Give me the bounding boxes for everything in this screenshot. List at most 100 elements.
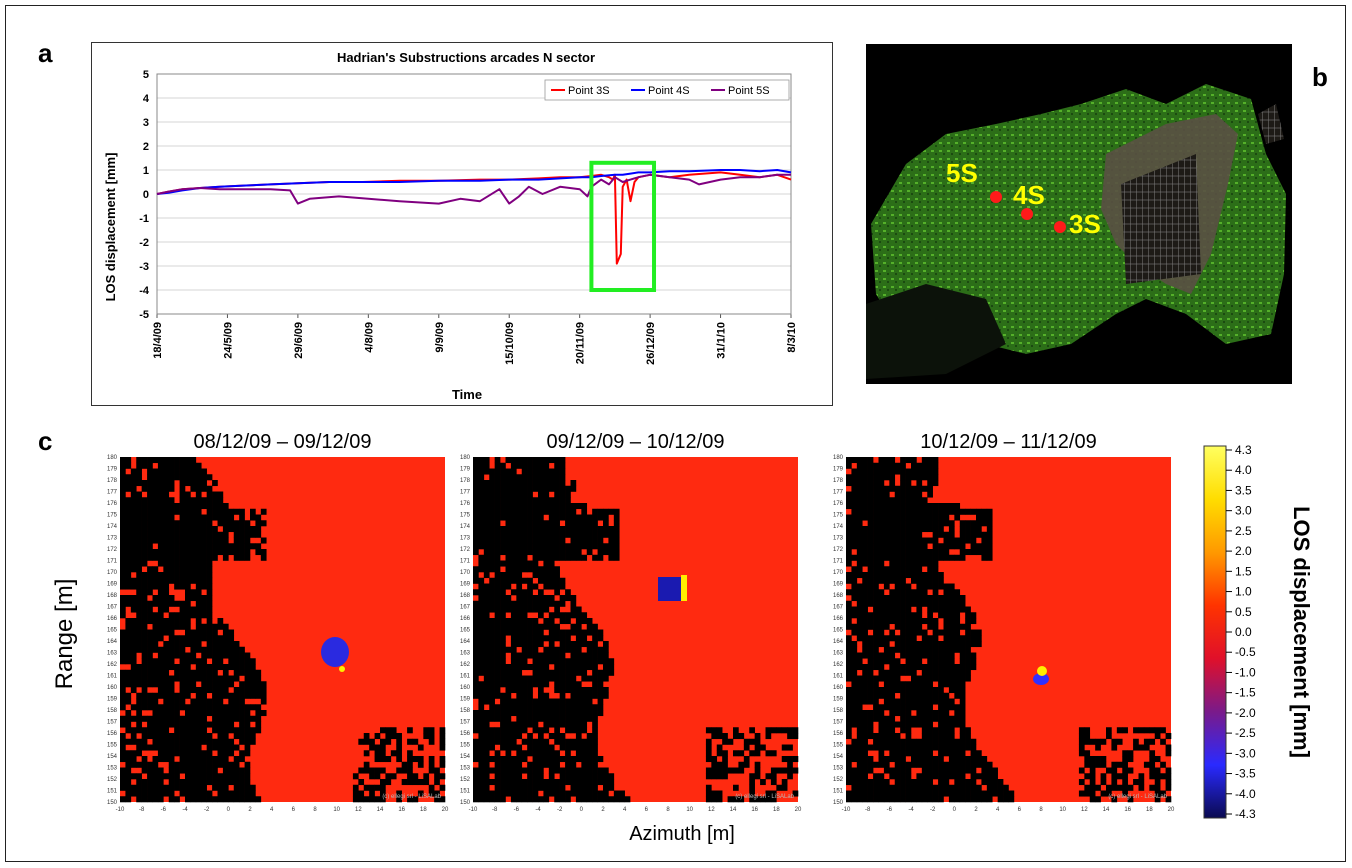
nodata-cell <box>965 652 971 659</box>
nodata-cell <box>878 589 885 596</box>
nodata-cell <box>851 531 858 538</box>
nodata-cell <box>510 480 517 487</box>
nodata-cell <box>174 692 180 699</box>
nodata-cell <box>500 485 506 492</box>
nodata-cell <box>141 756 148 763</box>
nodata-cell <box>516 681 523 688</box>
nodata-cell <box>543 704 550 711</box>
nodata-cell <box>527 652 533 659</box>
nodata-cell <box>873 779 879 786</box>
heatmap-panel: Range [m] Azimuth [m] 08/12/09 – 09/12/0… <box>51 431 1314 845</box>
nodata-cell <box>586 698 593 705</box>
nodata-cell <box>494 675 501 682</box>
nodata-cell <box>500 692 506 699</box>
nodata-cell <box>255 715 262 722</box>
nodata-cell <box>959 641 966 648</box>
nodata-cell <box>856 790 863 797</box>
nodata-cell <box>873 485 879 492</box>
nodata-cell <box>417 744 424 751</box>
nodata-cell <box>157 779 164 786</box>
nodata-cell <box>976 756 982 763</box>
nodata-cell <box>516 600 523 607</box>
nodata-cell <box>894 658 901 665</box>
nodata-cell <box>120 692 126 699</box>
nodata-cell <box>494 462 501 469</box>
nodata-cell <box>483 485 490 492</box>
nodata-cell <box>510 721 517 728</box>
nodata-cell <box>510 669 517 676</box>
nodata-cell <box>1127 767 1134 774</box>
nodata-cell <box>168 692 175 699</box>
nodata-cell <box>473 773 479 780</box>
nodata-cell <box>147 537 153 544</box>
nodata-cell <box>505 710 512 717</box>
nodata-cell <box>943 623 950 630</box>
nodata-cell <box>1149 784 1156 791</box>
nodata-cell <box>152 675 159 682</box>
nodata-cell <box>787 761 793 768</box>
nodata-cell <box>543 560 550 567</box>
nodata-cell <box>163 658 170 665</box>
nodata-cell <box>494 572 501 579</box>
nodata-cell <box>554 704 560 711</box>
nodata-cell <box>163 543 170 550</box>
nodata-cell <box>873 635 879 642</box>
nodata-cell <box>538 572 544 579</box>
nodata-cell <box>889 589 896 596</box>
nodata-cell <box>130 554 137 561</box>
nodata-cell <box>894 468 901 475</box>
nodata-cell <box>489 623 495 630</box>
nodata-cell <box>174 664 180 671</box>
nodata-cell <box>954 715 961 722</box>
range-tick-label: 150 <box>107 800 118 806</box>
nodata-cell <box>439 796 446 803</box>
nodata-cell <box>190 756 197 763</box>
nodata-cell <box>938 606 944 613</box>
range-tick-label: 161 <box>460 674 471 680</box>
nodata-cell <box>883 652 890 659</box>
nodata-cell <box>500 664 506 671</box>
nodata-cell <box>787 727 793 734</box>
nodata-cell <box>190 790 197 797</box>
nodata-cell <box>190 474 197 481</box>
nodata-cell <box>478 583 485 590</box>
nodata-cell <box>916 675 923 682</box>
nodata-cell <box>570 514 577 521</box>
nodata-cell <box>927 623 933 630</box>
range-tick-label: 169 <box>833 582 844 588</box>
nodata-cell <box>921 646 928 653</box>
nodata-cell <box>538 589 544 596</box>
nodata-cell <box>986 761 993 768</box>
nodata-cell <box>1084 790 1091 797</box>
nodata-cell <box>878 675 885 682</box>
nodata-cell <box>206 646 213 653</box>
nodata-cell <box>873 698 879 705</box>
point-marker <box>1054 221 1066 233</box>
nodata-cell <box>532 669 539 676</box>
nodata-cell <box>510 462 517 469</box>
nodata-cell <box>554 612 560 619</box>
nodata-cell <box>1154 733 1161 740</box>
nodata-cell <box>873 474 879 481</box>
nodata-cell <box>396 796 402 803</box>
nodata-cell <box>883 583 890 590</box>
nodata-cell <box>374 750 381 757</box>
nodata-cell <box>157 750 164 757</box>
nodata-cell <box>212 704 218 711</box>
nodata-cell <box>532 635 539 642</box>
nodata-cell <box>206 733 213 740</box>
nodata-cell <box>586 641 593 648</box>
nodata-cell <box>575 543 582 550</box>
nodata-cell <box>916 480 923 487</box>
nodata-cell <box>157 572 164 579</box>
nodata-cell <box>894 531 901 538</box>
nodata-cell <box>527 790 533 797</box>
nodata-cell <box>1165 779 1172 786</box>
nodata-cell <box>856 543 863 550</box>
nodata-cell <box>163 618 170 625</box>
nodata-cell <box>483 710 490 717</box>
nodata-cell <box>174 457 180 464</box>
nodata-cell <box>168 761 175 768</box>
range-tick-label: 160 <box>107 685 118 691</box>
nodata-cell <box>239 514 245 521</box>
